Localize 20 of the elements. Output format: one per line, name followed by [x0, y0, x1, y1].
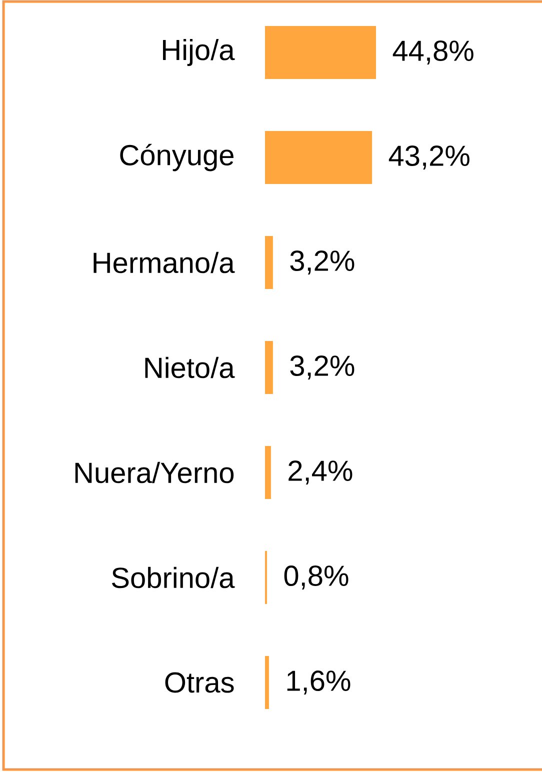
bar [265, 656, 269, 710]
data-label: 3,2% [290, 250, 354, 274]
y-tick-label: Nieto/a [145, 356, 235, 378]
data-label: 43,2% [388, 146, 470, 170]
data-label: 2,4% [288, 460, 352, 484]
y-tick-label: Hermano/a [94, 252, 235, 274]
y-tick-label: Otras [165, 672, 234, 693]
data-label: 0,8% [284, 566, 348, 590]
y-tick-label: Nuera/Yerno [75, 462, 234, 484]
bar [265, 446, 271, 500]
y-tick-label: Cónyuge [120, 144, 234, 172]
bar [265, 341, 273, 394]
bar [265, 236, 273, 290]
data-label: 44,8% [392, 40, 474, 64]
y-tick-label: Hijo/a [163, 38, 235, 66]
bar [265, 131, 372, 184]
y-tick-label: Sobrino/a [112, 566, 235, 588]
bar [265, 26, 376, 80]
data-label: 1,6% [287, 670, 350, 694]
data-label: 3,2% [290, 356, 354, 380]
